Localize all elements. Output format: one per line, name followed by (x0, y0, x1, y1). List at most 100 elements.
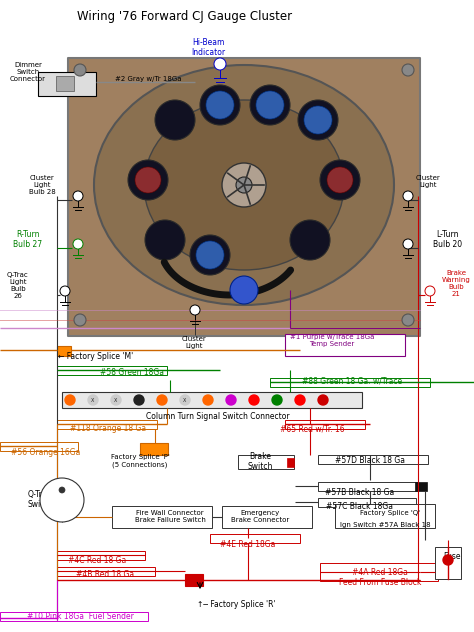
Circle shape (236, 177, 252, 193)
Text: #4C Red 18 Ga: #4C Red 18 Ga (68, 556, 126, 565)
Circle shape (128, 160, 168, 200)
Circle shape (295, 395, 305, 405)
Text: #2 Gray w/Tr 18Ga: #2 Gray w/Tr 18Ga (115, 76, 181, 82)
Circle shape (214, 58, 226, 70)
Circle shape (190, 235, 230, 275)
Circle shape (403, 191, 413, 201)
Text: Fire Wall Connector
Brake Failure Switch: Fire Wall Connector Brake Failure Switch (135, 510, 205, 523)
Circle shape (180, 395, 190, 405)
Bar (435, 547, 461, 579)
Text: Cluster
Light: Cluster Light (416, 175, 440, 188)
Bar (318, 482, 418, 491)
Text: ↑─ Factory Splice 'R': ↑─ Factory Splice 'R' (197, 600, 275, 609)
Circle shape (249, 395, 259, 405)
Text: #65 Red w/Tr. 16: #65 Red w/Tr. 16 (280, 424, 344, 433)
Circle shape (65, 395, 75, 405)
Text: X: X (114, 398, 118, 403)
Bar (185, 574, 203, 586)
Circle shape (59, 487, 65, 493)
Circle shape (272, 395, 282, 405)
Text: Factory Splice 'P'
(5 Connections): Factory Splice 'P' (5 Connections) (110, 454, 169, 468)
Text: X: X (91, 398, 95, 403)
Circle shape (222, 163, 266, 207)
Bar (57, 346, 71, 356)
Circle shape (196, 241, 224, 269)
Text: #4B Red 18 Ga: #4B Red 18 Ga (76, 570, 134, 579)
Circle shape (250, 85, 290, 125)
Text: #88 Green 18 Ga. w/Trace: #88 Green 18 Ga. w/Trace (302, 376, 402, 385)
Bar (318, 498, 416, 507)
Circle shape (74, 64, 86, 76)
Text: Cluster
Light
Bulb 28: Cluster Light Bulb 28 (28, 175, 55, 195)
Bar (285, 420, 365, 429)
Bar (0, 612, 148, 621)
Circle shape (304, 106, 332, 134)
Circle shape (74, 314, 86, 326)
Circle shape (290, 220, 330, 260)
Circle shape (134, 395, 144, 405)
Text: Factory Splice 'Q': Factory Splice 'Q' (360, 510, 420, 516)
Text: R-Turn
Bulb 27: R-Turn Bulb 27 (13, 230, 43, 250)
Circle shape (402, 64, 414, 76)
Bar (57, 420, 157, 429)
Text: Hi-Beam
Indicator: Hi-Beam Indicator (191, 38, 225, 58)
Bar (270, 378, 430, 387)
Bar (68, 58, 420, 336)
Bar (287, 458, 294, 467)
Bar (56, 76, 74, 91)
Text: #57C Black 18Ga: #57C Black 18Ga (327, 502, 393, 511)
Circle shape (60, 286, 70, 296)
Circle shape (256, 91, 284, 119)
Circle shape (190, 305, 200, 315)
Bar (318, 455, 428, 464)
Text: X: X (183, 398, 187, 403)
Text: #57B Black 18 Ga: #57B Black 18 Ga (325, 488, 395, 497)
Bar (140, 443, 168, 455)
Text: L-Turn
Bulb 20: L-Turn Bulb 20 (433, 230, 463, 250)
Circle shape (73, 191, 83, 201)
Circle shape (226, 395, 236, 405)
Circle shape (73, 239, 83, 249)
Circle shape (88, 395, 98, 405)
Circle shape (145, 220, 185, 260)
Circle shape (318, 395, 328, 405)
Bar (0, 442, 78, 451)
Circle shape (425, 286, 435, 296)
Circle shape (298, 100, 338, 140)
Circle shape (203, 395, 213, 405)
Text: #57D Black 18 Ga: #57D Black 18 Ga (335, 456, 405, 465)
Text: Wiring '76 Forward CJ Gauge Cluster: Wiring '76 Forward CJ Gauge Cluster (77, 10, 292, 23)
Bar (222, 506, 312, 528)
Circle shape (327, 167, 353, 193)
Text: #4E Red 18Ga: #4E Red 18Ga (220, 540, 276, 549)
Bar (57, 567, 155, 576)
Text: Q-Trac
Light
Bulb
26: Q-Trac Light Bulb 26 (7, 272, 29, 299)
Text: Fuse: Fuse (443, 552, 461, 561)
Bar (415, 482, 427, 491)
Circle shape (200, 85, 240, 125)
Circle shape (40, 478, 84, 522)
Text: #58 Green 18Ga: #58 Green 18Ga (100, 368, 164, 377)
Circle shape (111, 395, 121, 405)
Circle shape (206, 91, 234, 119)
Text: Brake
Warning
Bulb
21: Brake Warning Bulb 21 (442, 270, 470, 297)
Text: Q-Trac
Switch: Q-Trac Switch (27, 490, 53, 509)
Text: #118 Orange 18 Ga: #118 Orange 18 Ga (70, 424, 146, 433)
Circle shape (155, 100, 195, 140)
Circle shape (403, 239, 413, 249)
Text: Column Turn Signal Switch Connector: Column Turn Signal Switch Connector (146, 412, 290, 421)
Text: Dimmer
Switch
Connector: Dimmer Switch Connector (10, 62, 46, 82)
Text: Emergency
Brake Connector: Emergency Brake Connector (231, 510, 289, 523)
Text: Cluster
Light: Cluster Light (182, 336, 206, 349)
Bar (335, 504, 435, 528)
Bar (285, 334, 405, 356)
Bar (57, 551, 145, 560)
Text: ← Factory Splice 'M': ← Factory Splice 'M' (58, 352, 134, 361)
Text: #4A Red 18Ga
Feed From Fuse Block: #4A Red 18Ga Feed From Fuse Block (339, 568, 421, 587)
Bar (210, 534, 300, 543)
Circle shape (230, 276, 258, 304)
Bar (238, 455, 294, 469)
Bar (57, 366, 167, 375)
Text: #1 Purple w/Trace 18Ga
Temp Sender: #1 Purple w/Trace 18Ga Temp Sender (290, 334, 374, 347)
Ellipse shape (144, 100, 344, 270)
